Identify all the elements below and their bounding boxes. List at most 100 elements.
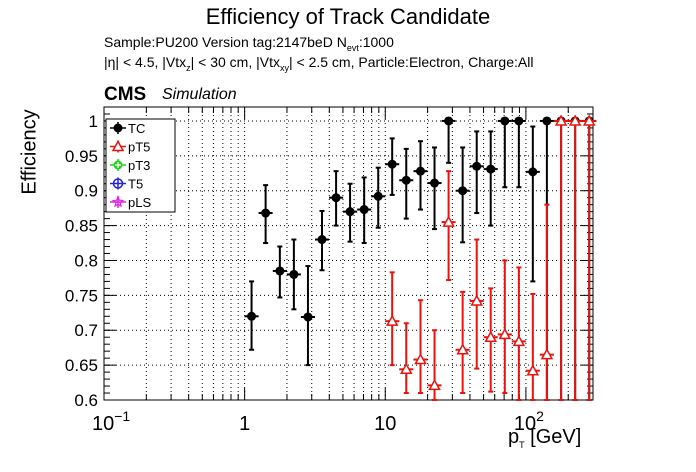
data-point-pt5: [399, 322, 414, 395]
legend-marker: [111, 139, 125, 152]
marker-tc: [261, 208, 271, 218]
legend-item-pt3: pT3: [110, 158, 150, 173]
marker-pt5: [385, 314, 399, 326]
data-point-pt5: [427, 329, 442, 401]
data-point-pt5: [413, 299, 428, 395]
data-point-tc: [244, 280, 259, 351]
marker-tc: [542, 116, 552, 126]
marker-tc: [415, 166, 425, 176]
series-tc: [244, 116, 597, 401]
marker-tc: [289, 269, 299, 279]
marker-pt5: [540, 348, 554, 360]
data-point-tc: [343, 182, 358, 243]
data-point-tc: [357, 176, 372, 245]
legend-item-tc: TC: [110, 121, 145, 136]
marker-tc: [331, 193, 341, 203]
chart-title: Efficiency of Track Candidate: [205, 4, 491, 29]
marker-tc: [472, 161, 482, 171]
y-tick-label: 0.65: [65, 356, 98, 375]
x-tick-label: 10: [374, 413, 396, 435]
data-point-pt5: [511, 266, 526, 401]
legend-item-pt5: pT5: [110, 140, 150, 155]
marker-tc: [486, 164, 496, 174]
marker-pt5: [484, 330, 497, 342]
x-axis-ticks: 10−1 1 10 102: [92, 107, 594, 435]
marker-tc: [359, 205, 369, 215]
y-tick-label: 0.8: [74, 251, 98, 270]
legend-label: T5: [128, 177, 143, 192]
marker-tc: [514, 116, 524, 126]
x-axis-label: pT [GeV]: [508, 426, 582, 450]
grid-lines: [104, 107, 593, 400]
y-tick-label: 0.75: [65, 286, 98, 305]
y-tick-label: 0.85: [65, 217, 98, 236]
legend-item-t5: T5: [110, 177, 143, 192]
legend-marker: [111, 195, 125, 208]
marker-tc: [275, 266, 285, 276]
legend-label: TC: [128, 121, 145, 136]
data-point-tc: [371, 166, 386, 229]
marker-pt5: [428, 378, 441, 391]
data-point-tc: [497, 116, 512, 189]
data-point-pt5: [441, 170, 456, 282]
marker-tc: [387, 159, 397, 169]
marker-pt5: [582, 114, 596, 126]
legend: TC pT5 pT3 T5 pLS: [105, 118, 176, 213]
cms-label: CMS: [104, 84, 147, 105]
data-point-tc: [272, 245, 287, 299]
legend-label: pT5: [128, 140, 150, 155]
y-tick-label: 0.9: [74, 182, 98, 201]
data-point-tc: [455, 146, 470, 244]
data-point-pt5: [539, 203, 554, 401]
series-pt5: [385, 114, 597, 401]
data-point-tc: [483, 130, 498, 227]
marker-pt5: [498, 327, 512, 340]
y-tick-label: 0.6: [74, 391, 98, 410]
data-point-tc: [258, 184, 273, 245]
marker-pt5: [512, 334, 526, 347]
data-point-tc: [300, 265, 315, 367]
marker-pt5: [399, 362, 413, 375]
marker-pt5: [414, 352, 427, 365]
data-point-pt5: [568, 114, 583, 401]
data-point-pt5: [455, 290, 470, 395]
marker-tc: [430, 178, 440, 188]
data-point-pt5: [385, 271, 400, 367]
data-point-tc: [314, 209, 330, 272]
marker-pt5: [442, 215, 455, 227]
marker-tc: [247, 311, 257, 321]
marker-tc: [401, 175, 411, 185]
legend-marker-cross: [115, 162, 121, 168]
data-point-tc: [329, 170, 344, 227]
data-point-pt5: [483, 287, 498, 393]
data-point-pt5: [582, 114, 597, 401]
data-point-tc: [385, 137, 400, 196]
legend-marker: [112, 178, 124, 189]
marker-tc: [317, 235, 327, 245]
x-tick-label: 10−1: [92, 408, 130, 435]
selection-cuts: |η| < 4.5, |Vtxz| < 30 cm, |Vtxxy| < 2.5…: [104, 54, 534, 73]
data-point-pt5: [497, 259, 512, 395]
y-tick-label: 1: [89, 112, 98, 131]
data-point-tc: [511, 116, 526, 189]
marker-tc: [500, 116, 510, 126]
data-point-tc: [427, 146, 442, 231]
y-tick-label: 0.7: [74, 321, 98, 340]
marker-pt5: [456, 343, 469, 355]
x-tick-label: 102: [514, 408, 544, 435]
marker-pt5: [526, 364, 540, 376]
legend-label: pLS: [128, 195, 151, 210]
x-tick-label: 1: [239, 413, 250, 435]
legend-marker: [113, 123, 123, 133]
marker-tc: [444, 116, 454, 126]
data-point-tc: [525, 125, 540, 283]
y-axis-ticks: 0.6 0.65 0.7 0.75 0.8 0.85 0.9 0.95 1: [65, 106, 593, 410]
marker-pt5: [554, 114, 568, 126]
marker-tc: [528, 167, 538, 177]
marker-tc: [458, 186, 468, 196]
data-point-tc: [286, 238, 301, 311]
data-point-tc: [441, 116, 456, 164]
marker-tc: [303, 312, 313, 322]
data-point-tc: [399, 147, 414, 220]
